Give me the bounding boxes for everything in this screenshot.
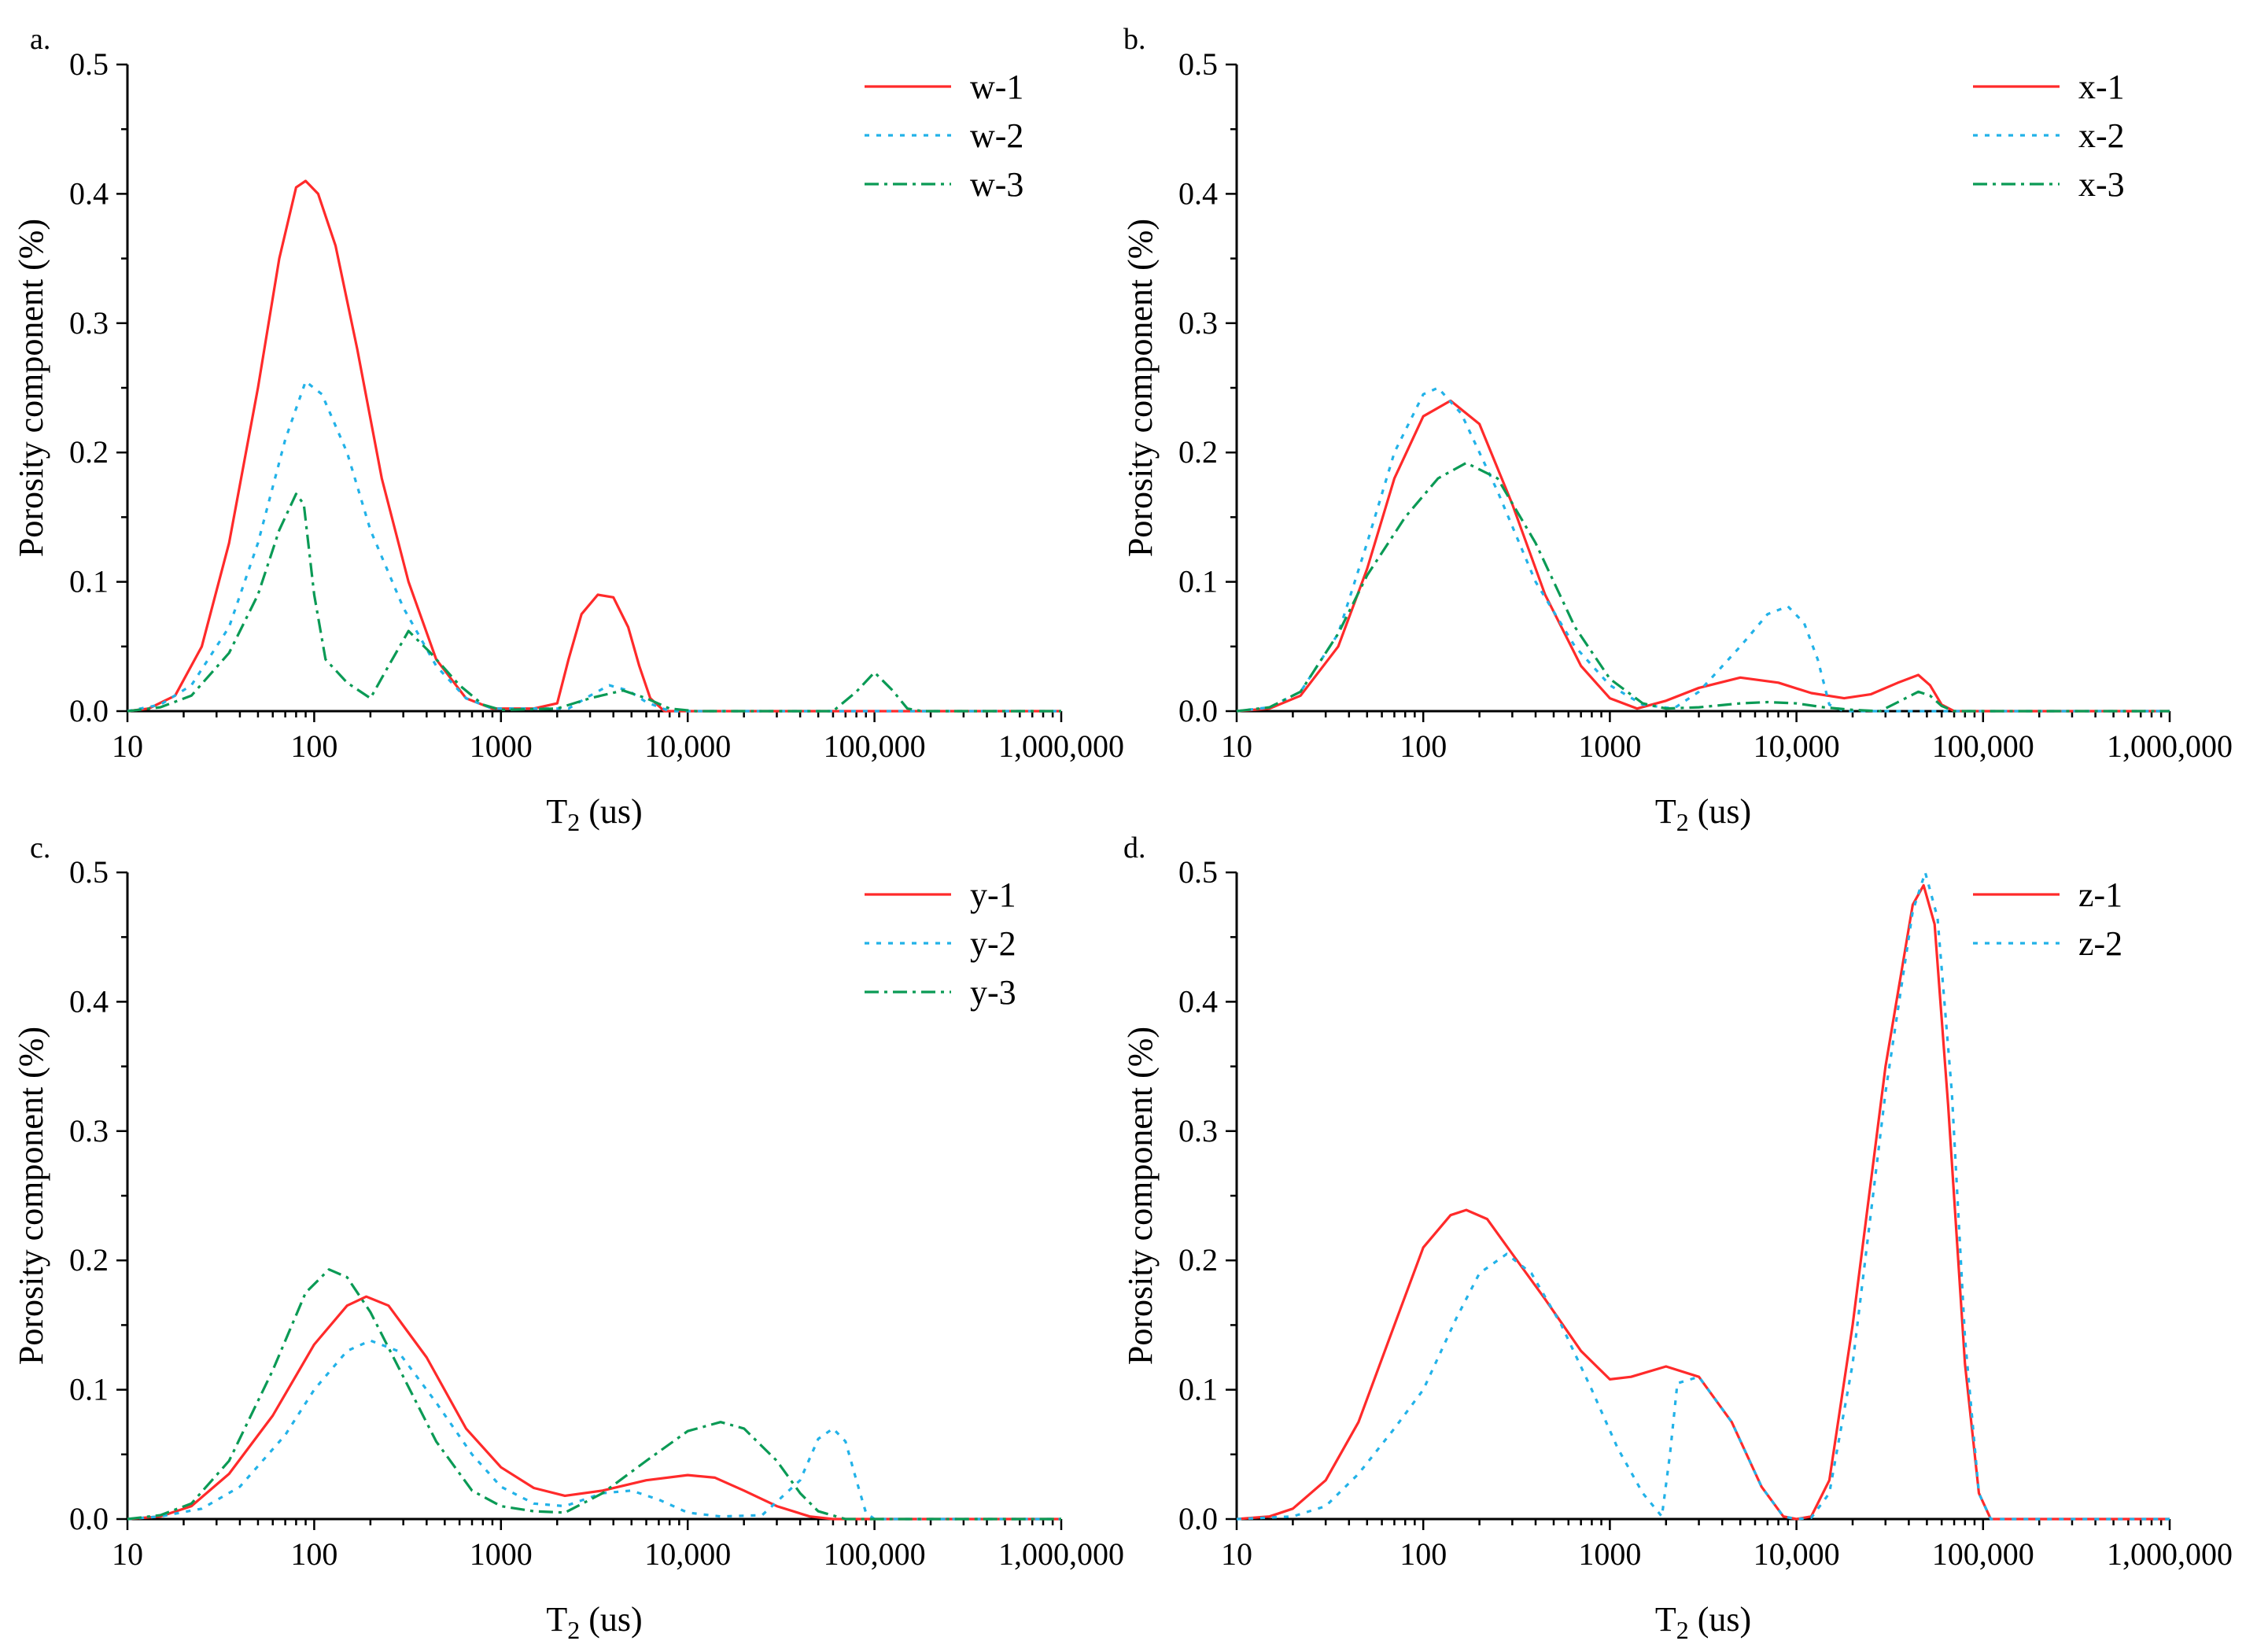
legend-label: y-3	[970, 973, 1016, 1012]
y-tick-label: 0.0	[1178, 1501, 1218, 1536]
series-line-y-1	[127, 1295, 1061, 1521]
series-line-z-2	[1236, 871, 2170, 1521]
legend-label: z-1	[2078, 876, 2122, 914]
x-tick-label: 100,000	[824, 728, 926, 764]
y-tick-label: 0.4	[1178, 175, 1218, 211]
x-tick-label: 1000	[470, 728, 533, 764]
y-tick-label: 0.5	[1178, 46, 1218, 82]
legend-label: x-2	[2078, 116, 2125, 155]
x-tick-label: 1,000,000	[2107, 1536, 2233, 1572]
series-line-y-3	[127, 1268, 1061, 1521]
series-line-x-1	[1236, 399, 2170, 713]
x-axis-title: T2 (us)	[546, 792, 642, 836]
chart-panel-2: b. 0.0 0.1 0.2 0.3 0.4 0.5 10 100 1000 10,000 100,0…	[1121, 23, 2233, 836]
series-line-w-1	[127, 179, 1061, 713]
x-tick-label: 100	[290, 728, 337, 764]
x-tick-label: 10	[1221, 1536, 1252, 1572]
series-line-w-2	[127, 380, 1061, 713]
y-axis-title: Porosity component (%)	[12, 1027, 50, 1365]
panel-letter: d.	[1123, 832, 1146, 865]
legend-label: x-1	[2078, 68, 2125, 106]
x-tick-label: 100,000	[1932, 728, 2034, 764]
legend-label: w-1	[970, 68, 1023, 106]
x-tick-label: 1000	[1578, 728, 1641, 764]
y-tick-label: 0.4	[69, 175, 109, 211]
panel-letter: a.	[30, 23, 50, 56]
x-tick-label: 10,000	[644, 728, 731, 764]
x-tick-label: 100	[1400, 728, 1447, 764]
x-tick-label: 10,000	[1754, 728, 1840, 764]
x-tick-label: 10,000	[1754, 1536, 1840, 1572]
y-axis-title: Porosity component (%)	[1121, 219, 1160, 557]
x-tick-label: 1000	[470, 1536, 533, 1572]
x-tick-label: 100	[290, 1536, 337, 1572]
y-tick-label: 0.3	[1178, 1113, 1218, 1149]
y-tick-label: 0.3	[69, 1113, 109, 1149]
x-tick-label: 10	[1221, 728, 1252, 764]
y-tick-label: 0.4	[69, 983, 109, 1019]
y-tick-label: 0.1	[69, 1372, 109, 1407]
y-axis-title: Porosity component (%)	[1121, 1027, 1160, 1365]
chart-panel-1: a. 0.0 0.1 0.2 0.3 0.4 0.5 10 100 1000 10,000 100,0…	[12, 23, 1124, 836]
chart-panel-4: d. 0.0 0.1 0.2 0.3 0.4 0.5 10 100 1000 10,000 100,0…	[1121, 832, 2233, 1644]
y-tick-label: 0.5	[1178, 854, 1218, 890]
series-line-x-3	[1236, 461, 2170, 713]
x-tick-label: 1,000,000	[998, 728, 1124, 764]
legend-label: z-2	[2078, 924, 2122, 963]
legend-label: y-2	[970, 924, 1016, 963]
x-tick-label: 1,000,000	[2107, 728, 2233, 764]
series-line-x-2	[1236, 386, 2170, 713]
y-tick-label: 0.2	[1178, 434, 1218, 470]
x-axis-title: T2 (us)	[1655, 1600, 1751, 1644]
legend-label: w-2	[970, 116, 1023, 155]
y-tick-label: 0.0	[1178, 693, 1218, 728]
y-tick-label: 0.1	[1178, 1372, 1218, 1407]
x-axis-title: T2 (us)	[1655, 792, 1751, 836]
panel-letter: c.	[30, 832, 50, 865]
y-tick-label: 0.2	[69, 434, 109, 470]
x-tick-label: 10,000	[644, 1536, 731, 1572]
series-line-z-1	[1236, 883, 2170, 1521]
series-line-y-2	[127, 1339, 1061, 1521]
y-tick-label: 0.0	[69, 1501, 109, 1536]
x-tick-label: 100,000	[1932, 1536, 2034, 1572]
x-tick-label: 100	[1400, 1536, 1447, 1572]
y-axis-title: Porosity component (%)	[12, 219, 50, 557]
y-tick-label: 0.1	[69, 564, 109, 599]
legend-label: y-1	[970, 876, 1016, 914]
y-tick-label: 0.2	[1178, 1242, 1218, 1278]
y-tick-label: 0.3	[1178, 305, 1218, 341]
y-tick-label: 0.4	[1178, 983, 1218, 1019]
panel-letter: b.	[1123, 23, 1146, 56]
y-tick-label: 0.2	[69, 1242, 109, 1278]
y-tick-label: 0.5	[69, 854, 109, 890]
legend-label: w-3	[970, 165, 1023, 204]
chart-panel-3: c. 0.0 0.1 0.2 0.3 0.4 0.5 10 100 1000 10,000 100,0…	[12, 832, 1124, 1644]
legend-label: x-3	[2078, 165, 2125, 204]
x-axis-title: T2 (us)	[546, 1600, 642, 1644]
x-tick-label: 1000	[1578, 1536, 1641, 1572]
x-tick-label: 10	[112, 728, 143, 764]
series-line-w-3	[127, 492, 1061, 713]
x-tick-label: 1,000,000	[998, 1536, 1124, 1572]
y-tick-label: 0.1	[1178, 564, 1218, 599]
x-tick-label: 10	[112, 1536, 143, 1572]
y-tick-label: 0.0	[69, 693, 109, 728]
x-tick-label: 100,000	[824, 1536, 926, 1572]
y-tick-label: 0.5	[69, 46, 109, 82]
y-tick-label: 0.3	[69, 305, 109, 341]
